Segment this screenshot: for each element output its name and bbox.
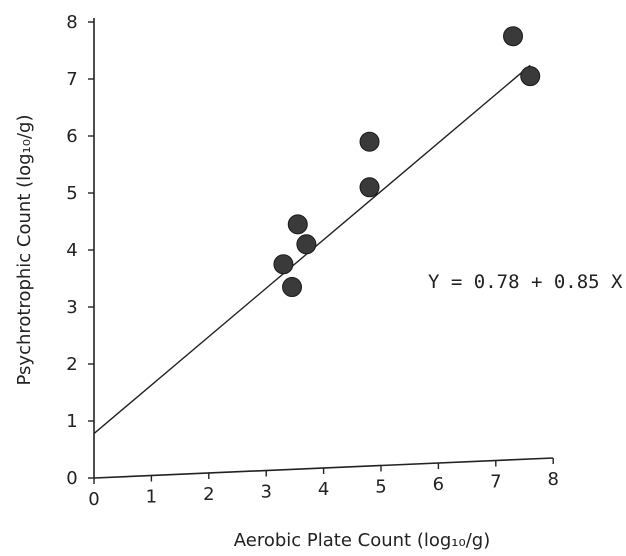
y-tick-label: 3 xyxy=(66,297,77,318)
x-tick-label: 0 xyxy=(88,489,99,510)
data-point xyxy=(520,66,541,87)
data-point xyxy=(296,234,317,255)
x-tick-label: 3 xyxy=(260,482,271,503)
data-point xyxy=(359,131,380,152)
x-tick-label: 2 xyxy=(203,484,214,505)
x-tick-label: 8 xyxy=(547,469,558,490)
data-points xyxy=(273,26,541,298)
x-tick-label: 1 xyxy=(146,487,157,508)
x-tick-label: 5 xyxy=(375,477,386,498)
y-axis-title: Psychrotrophic Count (log₁₀/g) xyxy=(14,114,35,385)
regression-equation: Y = 0.78 + 0.85 X xyxy=(428,271,623,293)
x-tick-label: 7 xyxy=(490,472,501,493)
y-ticks: 0 1 2 3 4 5 6 7 8 xyxy=(66,12,94,489)
x-axis-title: Aerobic Plate Count (log₁₀/g) xyxy=(234,530,490,551)
y-tick-label: 7 xyxy=(66,69,77,90)
y-tick-label: 1 xyxy=(66,411,77,432)
data-point xyxy=(282,277,303,298)
data-point xyxy=(503,26,524,47)
y-tick-label: 8 xyxy=(66,12,77,33)
data-point xyxy=(287,214,308,235)
axes xyxy=(93,18,554,479)
y-tick-label: 0 xyxy=(66,468,77,489)
y-tick-label: 6 xyxy=(66,126,77,147)
data-point xyxy=(273,254,294,275)
x-tick-label: 4 xyxy=(318,479,329,500)
y-tick-label: 5 xyxy=(66,183,77,204)
data-point xyxy=(359,177,380,198)
y-tick-label: 2 xyxy=(66,354,77,375)
x-tick-label: 6 xyxy=(433,474,444,495)
x-ticks: 0 1 2 3 4 5 6 7 8 xyxy=(88,458,559,510)
y-tick-label: 4 xyxy=(66,240,77,261)
